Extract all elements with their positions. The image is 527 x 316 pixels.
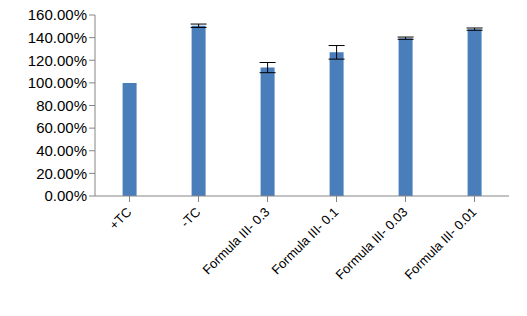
svg-text:Formula III- 0.03: Formula III- 0.03 [332,204,410,282]
svg-text:60.00%: 60.00% [36,119,87,136]
svg-text:-TC: -TC [178,204,204,230]
svg-text:100.00%: 100.00% [28,74,87,91]
svg-text:160.00%: 160.00% [28,8,87,23]
svg-text:0.00%: 0.00% [44,187,87,204]
svg-text:120.00%: 120.00% [28,52,87,69]
svg-text:80.00%: 80.00% [36,97,87,114]
svg-text:140.00%: 140.00% [28,29,87,46]
svg-text:+TC: +TC [106,204,134,232]
svg-text:Formula III- 0.1: Formula III- 0.1 [269,204,342,277]
svg-text:Formula III- 0.01: Formula III- 0.01 [401,204,479,282]
svg-text:20.00%: 20.00% [36,165,87,182]
svg-text:Formula III- 0.3: Formula III- 0.3 [200,204,273,277]
svg-text:40.00%: 40.00% [36,142,87,159]
